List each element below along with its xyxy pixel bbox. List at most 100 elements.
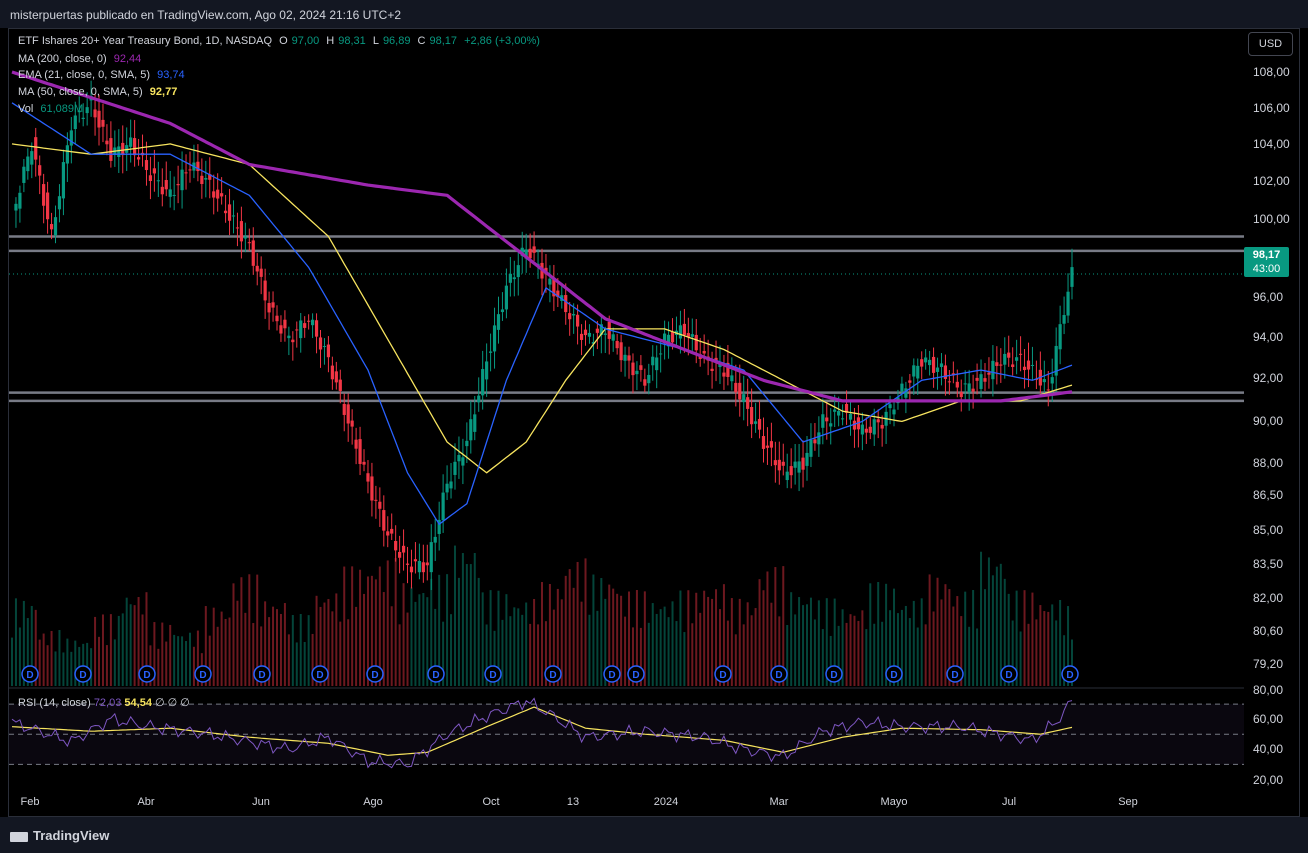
candle-body bbox=[722, 372, 726, 377]
candle-body bbox=[777, 459, 781, 471]
volume-bar bbox=[525, 602, 528, 686]
volume-bar bbox=[501, 619, 504, 686]
candle-body bbox=[548, 278, 552, 285]
candle-body bbox=[441, 492, 445, 521]
volume-bar bbox=[885, 583, 888, 686]
candle-body bbox=[172, 194, 176, 196]
volume-bar bbox=[177, 636, 180, 686]
candle-body bbox=[928, 359, 932, 366]
candle-body bbox=[216, 189, 220, 199]
volume-bar bbox=[386, 560, 389, 686]
volume-bar bbox=[667, 617, 670, 686]
volume-bar bbox=[509, 616, 512, 686]
symbol-title: ETF Ishares 20+ Year Treasury Bond, 1D, … bbox=[18, 35, 273, 47]
candle-body bbox=[461, 457, 465, 466]
volume-bar bbox=[283, 603, 286, 686]
dividend-marker bbox=[366, 665, 384, 683]
volume-bar bbox=[1031, 592, 1034, 686]
volume-bar bbox=[355, 606, 358, 686]
dividend-marker-label: D bbox=[258, 670, 265, 681]
dividend-marker-label: D bbox=[26, 670, 33, 681]
volume-legend[interactable]: Vol 61,089M bbox=[18, 103, 87, 115]
dividend-marker-label: D bbox=[143, 670, 150, 681]
candle-body bbox=[196, 161, 200, 172]
candle-body bbox=[591, 341, 596, 344]
dividend-marker-label: D bbox=[489, 670, 496, 681]
ma50-legend[interactable]: MA (50, close, 0, SMA, 5) 92,77 bbox=[18, 86, 181, 98]
ma200-legend[interactable]: MA (200, close, 0) 92,44 bbox=[18, 53, 145, 65]
volume-bar bbox=[774, 567, 777, 686]
volume-bar bbox=[50, 630, 53, 686]
volume-bar bbox=[319, 606, 322, 686]
candle-body bbox=[433, 536, 437, 543]
candle-body bbox=[761, 436, 766, 449]
dividend-marker-label: D bbox=[775, 670, 782, 681]
volume-bar bbox=[628, 591, 631, 686]
candle-body bbox=[200, 175, 204, 184]
candle-body bbox=[109, 138, 113, 161]
ema21-legend[interactable]: EMA (21, close, 0, SMA, 5) 93,74 bbox=[18, 69, 189, 81]
ohlc-change: +2,86 (+3,00%) bbox=[464, 35, 540, 47]
symbol-legend[interactable]: ETF Ishares 20+ Year Treasury Bond, 1D, … bbox=[18, 35, 544, 47]
candle-body bbox=[647, 374, 651, 384]
volume-bar bbox=[837, 625, 840, 686]
volume-bar bbox=[916, 627, 919, 686]
volume-bar bbox=[968, 626, 971, 686]
candle-body bbox=[409, 566, 414, 573]
chart-frame[interactable] bbox=[8, 28, 1300, 817]
candle-body bbox=[243, 236, 247, 239]
candle-body bbox=[785, 471, 789, 481]
volume-bar bbox=[778, 616, 781, 686]
volume-bar bbox=[936, 577, 939, 686]
volume-bar bbox=[216, 626, 219, 686]
volume-bar bbox=[802, 605, 805, 686]
candle-body bbox=[734, 382, 738, 393]
volume-bar bbox=[125, 597, 128, 686]
volume-bar bbox=[188, 632, 191, 686]
candle-body bbox=[579, 333, 584, 340]
volume-bar bbox=[604, 598, 607, 686]
x-tick: Jul bbox=[1001, 796, 1017, 808]
volume-bar bbox=[896, 613, 899, 686]
candle-body bbox=[421, 562, 425, 573]
tradingview-logo[interactable]: TradingView bbox=[10, 828, 109, 843]
candle-body bbox=[619, 342, 623, 361]
currency-button[interactable]: USD bbox=[1248, 32, 1293, 56]
candle-body bbox=[572, 314, 576, 316]
volume-bar bbox=[956, 596, 959, 686]
dividend-marker bbox=[253, 665, 271, 683]
candle-body bbox=[204, 177, 208, 180]
volume-bar bbox=[999, 563, 1002, 686]
volume-bar bbox=[794, 614, 797, 686]
volume-bar bbox=[647, 622, 650, 686]
y-tick: 83,50 bbox=[1253, 557, 1284, 571]
candle-body bbox=[22, 166, 26, 183]
dividend-marker-label: D bbox=[890, 670, 897, 681]
candle-body bbox=[1050, 377, 1054, 384]
volume-bar bbox=[331, 611, 334, 686]
volume-bar bbox=[430, 578, 433, 686]
volume-bar bbox=[991, 575, 994, 686]
volume-bar bbox=[517, 608, 520, 686]
candle-body bbox=[386, 531, 390, 536]
dividend-marker bbox=[1061, 665, 1079, 683]
volume-bar bbox=[849, 614, 852, 686]
candle-body bbox=[247, 242, 251, 244]
candle-body bbox=[156, 180, 160, 182]
y-tick: 96,00 bbox=[1253, 290, 1284, 304]
volume-bar bbox=[1023, 590, 1026, 686]
candle-body bbox=[975, 377, 979, 381]
candle-body bbox=[469, 419, 473, 441]
volume-bar bbox=[742, 624, 745, 686]
candle-body bbox=[690, 334, 694, 337]
candle-body bbox=[77, 110, 81, 113]
volume-bar bbox=[1019, 631, 1022, 686]
candle-body bbox=[453, 461, 457, 475]
volume-bar bbox=[995, 566, 998, 686]
volume-bar bbox=[813, 619, 816, 686]
candle-body bbox=[334, 371, 338, 383]
rsi-legend[interactable]: RSI (14, close) 72,03 54,54 ∅ ∅ ∅ bbox=[18, 696, 190, 709]
candle-body bbox=[42, 184, 46, 206]
candle-body bbox=[999, 364, 1003, 366]
